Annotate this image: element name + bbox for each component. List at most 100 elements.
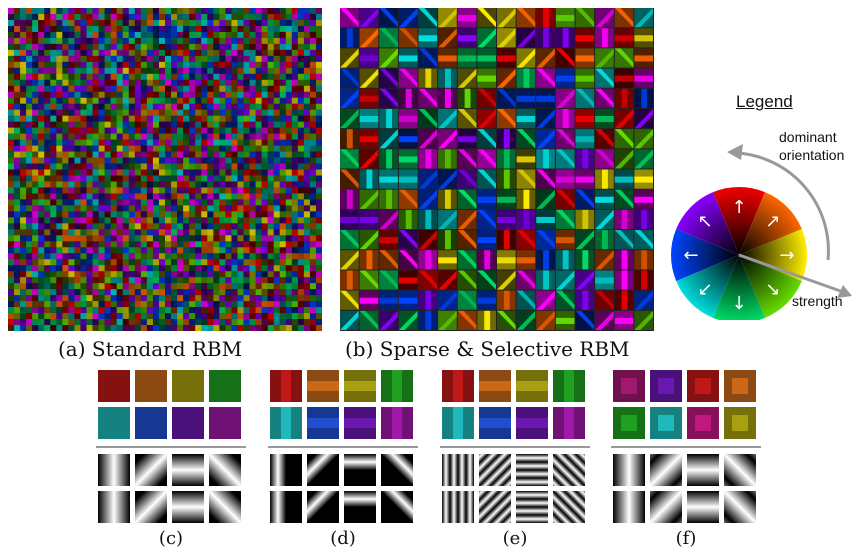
tile-stripe bbox=[641, 209, 648, 230]
mosaic-pixel bbox=[189, 211, 196, 218]
mosaic-pixel bbox=[171, 319, 178, 326]
mosaic-pixel bbox=[195, 277, 202, 284]
mosaic-pixel bbox=[128, 217, 136, 224]
mosaic-pixel bbox=[14, 8, 21, 15]
mosaic-pixel bbox=[98, 199, 105, 206]
mosaic-pixel bbox=[207, 103, 214, 110]
wheel-segment bbox=[676, 255, 739, 318]
mosaic-pixel bbox=[237, 253, 244, 260]
mosaic-pixel bbox=[195, 295, 202, 302]
mosaic-pixel bbox=[285, 307, 293, 314]
mosaic-pixel bbox=[165, 295, 172, 302]
mosaic-pixel bbox=[183, 259, 190, 266]
mosaic-pixel bbox=[195, 79, 202, 87]
mosaic-pixel bbox=[80, 325, 87, 331]
mosaic-pixel bbox=[303, 169, 311, 176]
mosaic-pixel bbox=[291, 8, 299, 15]
mosaic-pixel bbox=[261, 61, 268, 69]
mosaic-pixel bbox=[249, 139, 256, 146]
mosaic-pixel bbox=[165, 49, 172, 57]
mosaic-pixel bbox=[122, 109, 130, 116]
mosaic-pixel bbox=[177, 121, 184, 128]
subpanel-filters bbox=[440, 370, 590, 523]
mosaic-pixel bbox=[32, 199, 39, 206]
mosaic-pixel bbox=[38, 151, 45, 158]
mosaic-pixel bbox=[303, 25, 311, 33]
color-filter bbox=[172, 370, 204, 402]
mosaic-pixel bbox=[267, 91, 274, 99]
mosaic-pixel bbox=[92, 19, 99, 27]
mosaic-pixel bbox=[255, 97, 262, 105]
mosaic-pixel bbox=[267, 127, 274, 134]
tile-stripe bbox=[477, 209, 496, 230]
mosaic-pixel bbox=[183, 67, 190, 75]
mosaic-pixel bbox=[122, 205, 130, 212]
mosaic-pixel bbox=[50, 319, 57, 326]
tile-stripe bbox=[398, 116, 418, 123]
mosaic-pixel bbox=[315, 307, 322, 314]
mosaic-pixel bbox=[279, 295, 287, 302]
mosaic-pixel bbox=[279, 31, 287, 39]
mosaic-pixel bbox=[74, 301, 81, 308]
mosaic-pixel bbox=[189, 103, 196, 110]
mosaic-pixel bbox=[104, 109, 111, 116]
tile-stripe bbox=[497, 216, 516, 223]
mosaic-pixel bbox=[74, 91, 81, 99]
tile-stripe bbox=[536, 216, 555, 223]
color-filter-stripe bbox=[658, 415, 674, 431]
mosaic-pixel bbox=[261, 85, 268, 93]
mosaic-pixel bbox=[231, 283, 238, 290]
mosaic-pixel bbox=[116, 127, 124, 134]
mosaic-pixel bbox=[44, 277, 51, 284]
mosaic-pixel bbox=[273, 289, 281, 296]
mosaic-pixel bbox=[32, 295, 39, 302]
mosaic-pixel bbox=[243, 145, 250, 152]
mosaic-pixel bbox=[122, 85, 130, 93]
mosaic-pixel bbox=[315, 115, 322, 122]
mosaic-pixel bbox=[86, 211, 93, 218]
mosaic-pixel bbox=[92, 31, 99, 39]
mosaic-pixel bbox=[74, 265, 81, 272]
grayscale-filter bbox=[209, 454, 241, 486]
mosaic-pixel bbox=[92, 37, 99, 45]
mosaic-pixel bbox=[237, 277, 244, 284]
mosaic-pixel bbox=[146, 187, 154, 194]
mosaic-pixel bbox=[122, 325, 130, 331]
mosaic-pixel bbox=[183, 181, 190, 188]
mosaic-pixel bbox=[122, 37, 130, 45]
mosaic-pixel bbox=[279, 277, 287, 284]
mosaic-pixel bbox=[110, 133, 117, 140]
tile-stripe bbox=[601, 230, 608, 250]
mosaic-pixel bbox=[303, 313, 311, 320]
mosaic-pixel bbox=[195, 235, 202, 242]
mosaic-pixel bbox=[231, 109, 238, 116]
mosaic-pixel bbox=[315, 259, 322, 266]
mosaic-pixel bbox=[225, 259, 232, 266]
mosaic-pixel bbox=[38, 169, 45, 176]
mosaic-pixel bbox=[50, 307, 57, 314]
wheel-segment bbox=[739, 228, 807, 282]
mosaic-pixel bbox=[189, 121, 196, 128]
mosaic-pixel bbox=[225, 253, 232, 260]
mosaic-pixel bbox=[86, 25, 93, 33]
mosaic-pixel bbox=[225, 61, 232, 69]
mosaic-pixel bbox=[56, 319, 63, 326]
tile-stripe bbox=[582, 290, 589, 310]
subpanel-e: (e) bbox=[440, 368, 590, 549]
tile-stripe bbox=[634, 8, 653, 28]
mosaic-pixel bbox=[128, 133, 136, 140]
tile-stripe bbox=[543, 250, 550, 270]
tile-stripe bbox=[457, 189, 477, 209]
mosaic-pixel bbox=[273, 277, 281, 284]
mosaic-pixel bbox=[225, 199, 232, 206]
mosaic-pixel bbox=[26, 67, 33, 75]
mosaic-pixel bbox=[285, 61, 293, 69]
mosaic-pixel bbox=[315, 223, 322, 230]
mosaic-pixel bbox=[68, 205, 75, 212]
mosaic-pixel bbox=[225, 115, 232, 122]
tile-stripe bbox=[497, 8, 516, 28]
mosaic-pixel bbox=[165, 235, 172, 242]
mosaic-pixel bbox=[86, 85, 93, 93]
mosaic-pixel bbox=[128, 55, 136, 63]
mosaic-pixel bbox=[44, 121, 51, 128]
